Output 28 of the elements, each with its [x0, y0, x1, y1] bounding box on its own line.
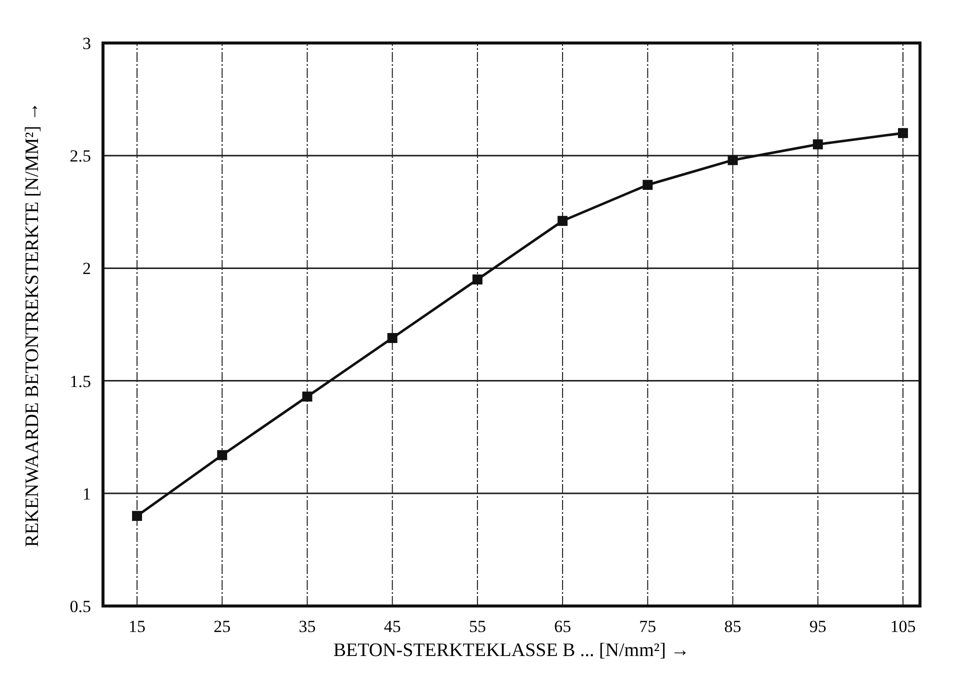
x-tick-label: 95 [809, 617, 826, 636]
y-tick-label: 1.5 [70, 372, 91, 391]
point [642, 180, 653, 190]
x-tick-label: 105 [890, 617, 916, 636]
y-tick-label: 2 [82, 259, 91, 278]
x-tick-label: 55 [468, 617, 486, 636]
y-tick-label: 1 [82, 484, 91, 504]
point [302, 392, 312, 402]
point [132, 510, 142, 521]
y-axis-title: REKENWAARDE BETONTREKSTERKTE [N/MM²] → [22, 102, 43, 547]
point [472, 274, 482, 284]
point [812, 139, 823, 150]
y-tick-label: 3 [82, 34, 91, 53]
point [898, 128, 908, 138]
point [387, 333, 398, 344]
x-tick-label: 15 [128, 617, 146, 636]
x-tick-label: 35 [298, 617, 316, 636]
x-tick-label: 25 [214, 617, 231, 636]
point [217, 450, 228, 460]
point [728, 155, 738, 166]
x-tick-label: 85 [724, 617, 742, 636]
point [558, 216, 568, 226]
y-tick-label: 2.5 [70, 146, 91, 166]
y-tick-label: 0.5 [70, 597, 91, 616]
x-tick-label: 65 [554, 617, 572, 636]
x-tick-label: 45 [384, 617, 401, 636]
x-tick-label: 75 [639, 617, 656, 636]
x-axis-title: BETON-STERKTEKLASSE B ... [N/mm²] → [333, 640, 690, 661]
